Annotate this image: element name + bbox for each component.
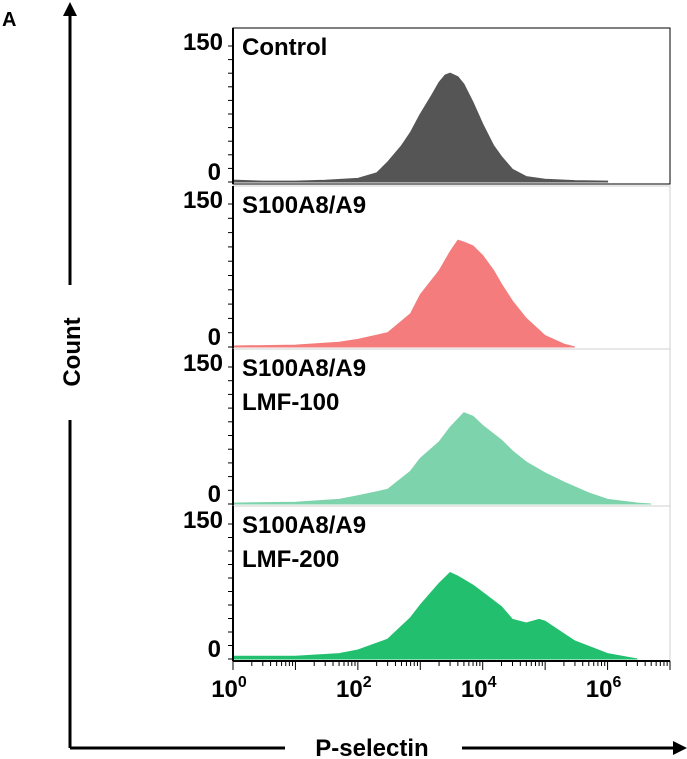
y-max-label: 150 bbox=[183, 507, 223, 534]
panel-1: 150 0 Control bbox=[183, 27, 671, 186]
y-max-label: 150 bbox=[183, 29, 223, 56]
y-min-label: 0 bbox=[208, 159, 221, 186]
series-label: S100A8/A9 bbox=[242, 192, 366, 219]
x-axis-arrow bbox=[70, 741, 687, 755]
series-label: Control bbox=[242, 34, 327, 61]
histogram-area bbox=[232, 572, 638, 660]
y-axis-arrow bbox=[63, 2, 77, 748]
x-tick-label: 104 bbox=[461, 674, 497, 703]
histogram-area bbox=[232, 72, 609, 183]
panel-3: 150 0 S100A8/A9 LMF-100 bbox=[183, 348, 671, 508]
x-axis-title: P-selectin bbox=[315, 735, 428, 759]
panel-2: 150 0 S100A8/A9 bbox=[183, 185, 671, 351]
x-tick-label: 106 bbox=[586, 674, 622, 703]
series-label: S100A8/A9 bbox=[242, 512, 366, 539]
histogram-area bbox=[232, 412, 652, 505]
y-min-label: 0 bbox=[208, 481, 221, 508]
y-max-label: 150 bbox=[183, 187, 223, 214]
x-tick-label: 100 bbox=[211, 674, 247, 703]
series-label: LMF-200 bbox=[242, 546, 339, 573]
series-label: LMF-100 bbox=[242, 389, 339, 416]
y-min-label: 0 bbox=[208, 636, 221, 663]
histogram-panels: 1500Control1500S100A8/A91500S100A8/A9LMF… bbox=[183, 27, 671, 703]
series-label: S100A8/A9 bbox=[242, 355, 366, 382]
y-max-label: 150 bbox=[183, 350, 223, 377]
panel-4: 150 0 S100A8/A9 LMF-200 bbox=[183, 505, 671, 663]
x-tick-label: 102 bbox=[336, 674, 372, 703]
x-axis: 100 102 104 106 bbox=[211, 660, 671, 703]
y-axis-title: Count bbox=[59, 317, 86, 386]
y-min-label: 0 bbox=[208, 324, 221, 351]
histogram-area bbox=[232, 239, 576, 348]
panel-label: A bbox=[2, 9, 16, 31]
